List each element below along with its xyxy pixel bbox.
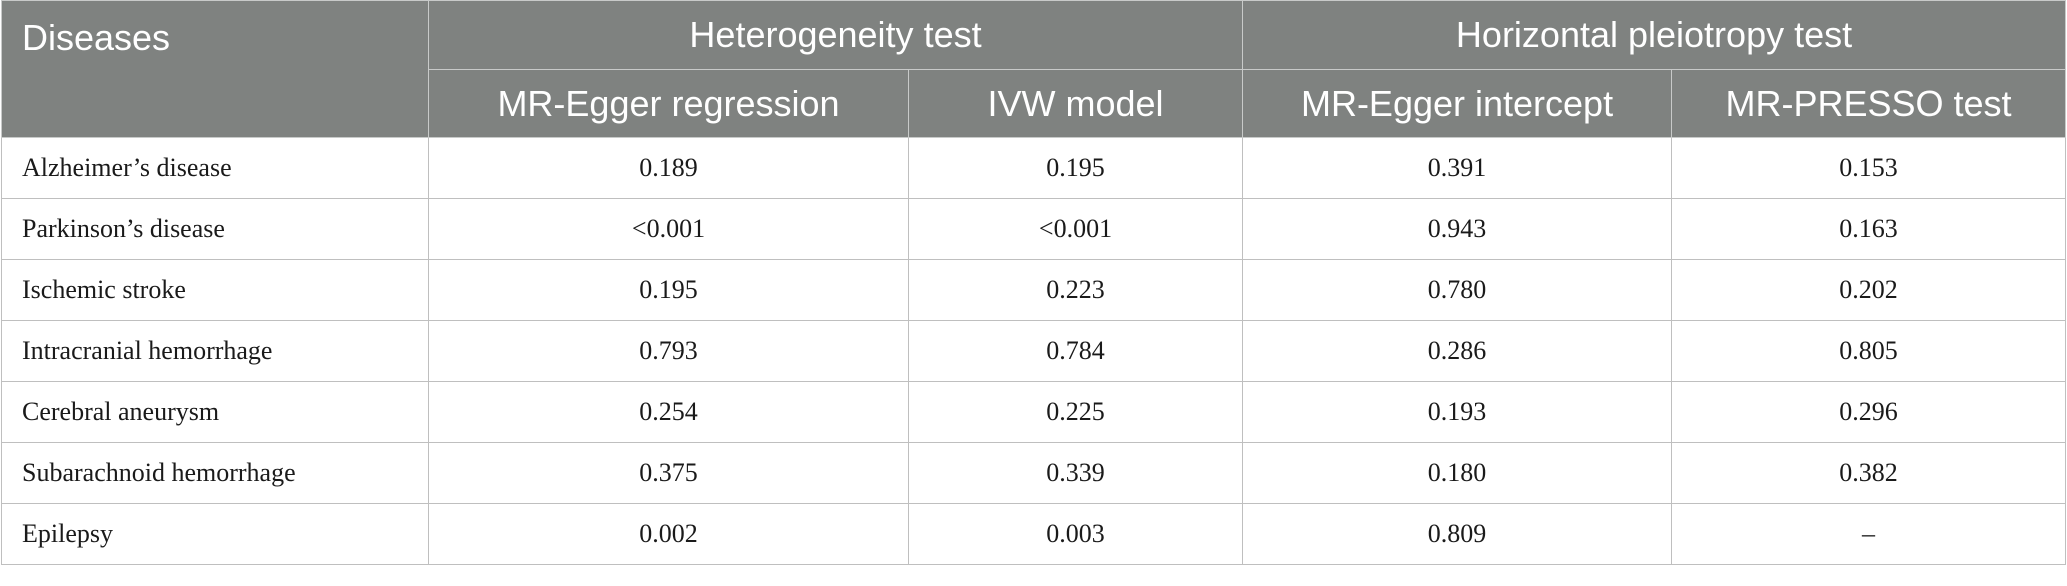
mr-egger-intercept-value: 0.286 [1242, 320, 1673, 382]
mr-presso-test-value: 0.382 [1671, 442, 2067, 504]
disease-name: Parkinson’s disease [1, 198, 429, 260]
mr-egger-regression-value: <0.001 [428, 198, 909, 260]
table-row: Subarachnoid hemorrhage 0.375 0.339 0.18… [1, 442, 2067, 504]
header-mr-presso-test: MR-PRESSO test [1671, 69, 2067, 138]
mr-egger-intercept-value: 0.809 [1242, 503, 1673, 565]
header-row-groups: Diseases Heterogeneity test Horizontal p… [1, 0, 2067, 138]
header-diseases: Diseases [1, 0, 429, 138]
disease-name: Cerebral aneurysm [1, 381, 429, 443]
mr-egger-regression-value: 0.375 [428, 442, 909, 504]
mr-egger-regression-value: 0.189 [428, 137, 909, 199]
header-mr-egger-regression: MR-Egger regression [428, 69, 909, 138]
header-ivw-model: IVW model [907, 69, 1244, 138]
header-horizontal-pleiotropy-test: Horizontal pleiotropy test [1242, 0, 2067, 70]
header-heterogeneity-test: Heterogeneity test [427, 0, 1244, 70]
mr-egger-intercept-value: 0.780 [1242, 259, 1673, 321]
results-table: Diseases Heterogeneity test Horizontal p… [1, 0, 2067, 565]
mr-presso-test-value: 0.163 [1671, 198, 2067, 260]
ivw-model-value: 0.784 [907, 320, 1244, 382]
mr-presso-test-value: – [1671, 503, 2067, 565]
table-body: Alzheimer’s disease 0.189 0.195 0.391 0.… [1, 137, 2067, 565]
mr-presso-test-value: 0.805 [1671, 320, 2067, 382]
table-row: Alzheimer’s disease 0.189 0.195 0.391 0.… [1, 137, 2067, 199]
mr-egger-intercept-value: 0.943 [1242, 198, 1673, 260]
header-mr-egger-intercept: MR-Egger intercept [1242, 69, 1673, 138]
disease-name: Epilepsy [1, 503, 429, 565]
disease-name: Intracranial hemorrhage [1, 320, 429, 382]
ivw-model-value: 0.339 [907, 442, 1244, 504]
table-row: Epilepsy 0.002 0.003 0.809 – [1, 503, 2067, 565]
disease-name: Ischemic stroke [1, 259, 429, 321]
mr-presso-test-value: 0.153 [1671, 137, 2067, 199]
table-row: Intracranial hemorrhage 0.793 0.784 0.28… [1, 320, 2067, 382]
mr-egger-intercept-value: 0.180 [1242, 442, 1673, 504]
header-row-methods: MR-Egger regression IVW model MR-Egger i… [2, 69, 2067, 138]
mr-presso-test-value: 0.296 [1671, 381, 2067, 443]
ivw-model-value: 0.223 [907, 259, 1244, 321]
ivw-model-value: 0.225 [907, 381, 1244, 443]
mr-egger-regression-value: 0.793 [428, 320, 909, 382]
mr-egger-regression-value: 0.195 [428, 259, 909, 321]
mr-egger-intercept-value: 0.391 [1242, 137, 1673, 199]
mr-egger-regression-value: 0.002 [428, 503, 909, 565]
ivw-model-value: <0.001 [907, 198, 1244, 260]
table-row: Cerebral aneurysm 0.254 0.225 0.193 0.29… [1, 381, 2067, 443]
mr-egger-intercept-value: 0.193 [1242, 381, 1673, 443]
mr-presso-test-value: 0.202 [1671, 259, 2067, 321]
ivw-model-value: 0.003 [907, 503, 1244, 565]
table-header: Diseases Heterogeneity test Horizontal p… [1, 0, 2067, 138]
table-row: Ischemic stroke 0.195 0.223 0.780 0.202 [1, 259, 2067, 321]
ivw-model-value: 0.195 [907, 137, 1244, 199]
disease-name: Alzheimer’s disease [1, 137, 429, 199]
table-row: Parkinson’s disease <0.001 <0.001 0.943 … [1, 198, 2067, 260]
disease-name: Subarachnoid hemorrhage [1, 442, 429, 504]
mr-egger-regression-value: 0.254 [428, 381, 909, 443]
